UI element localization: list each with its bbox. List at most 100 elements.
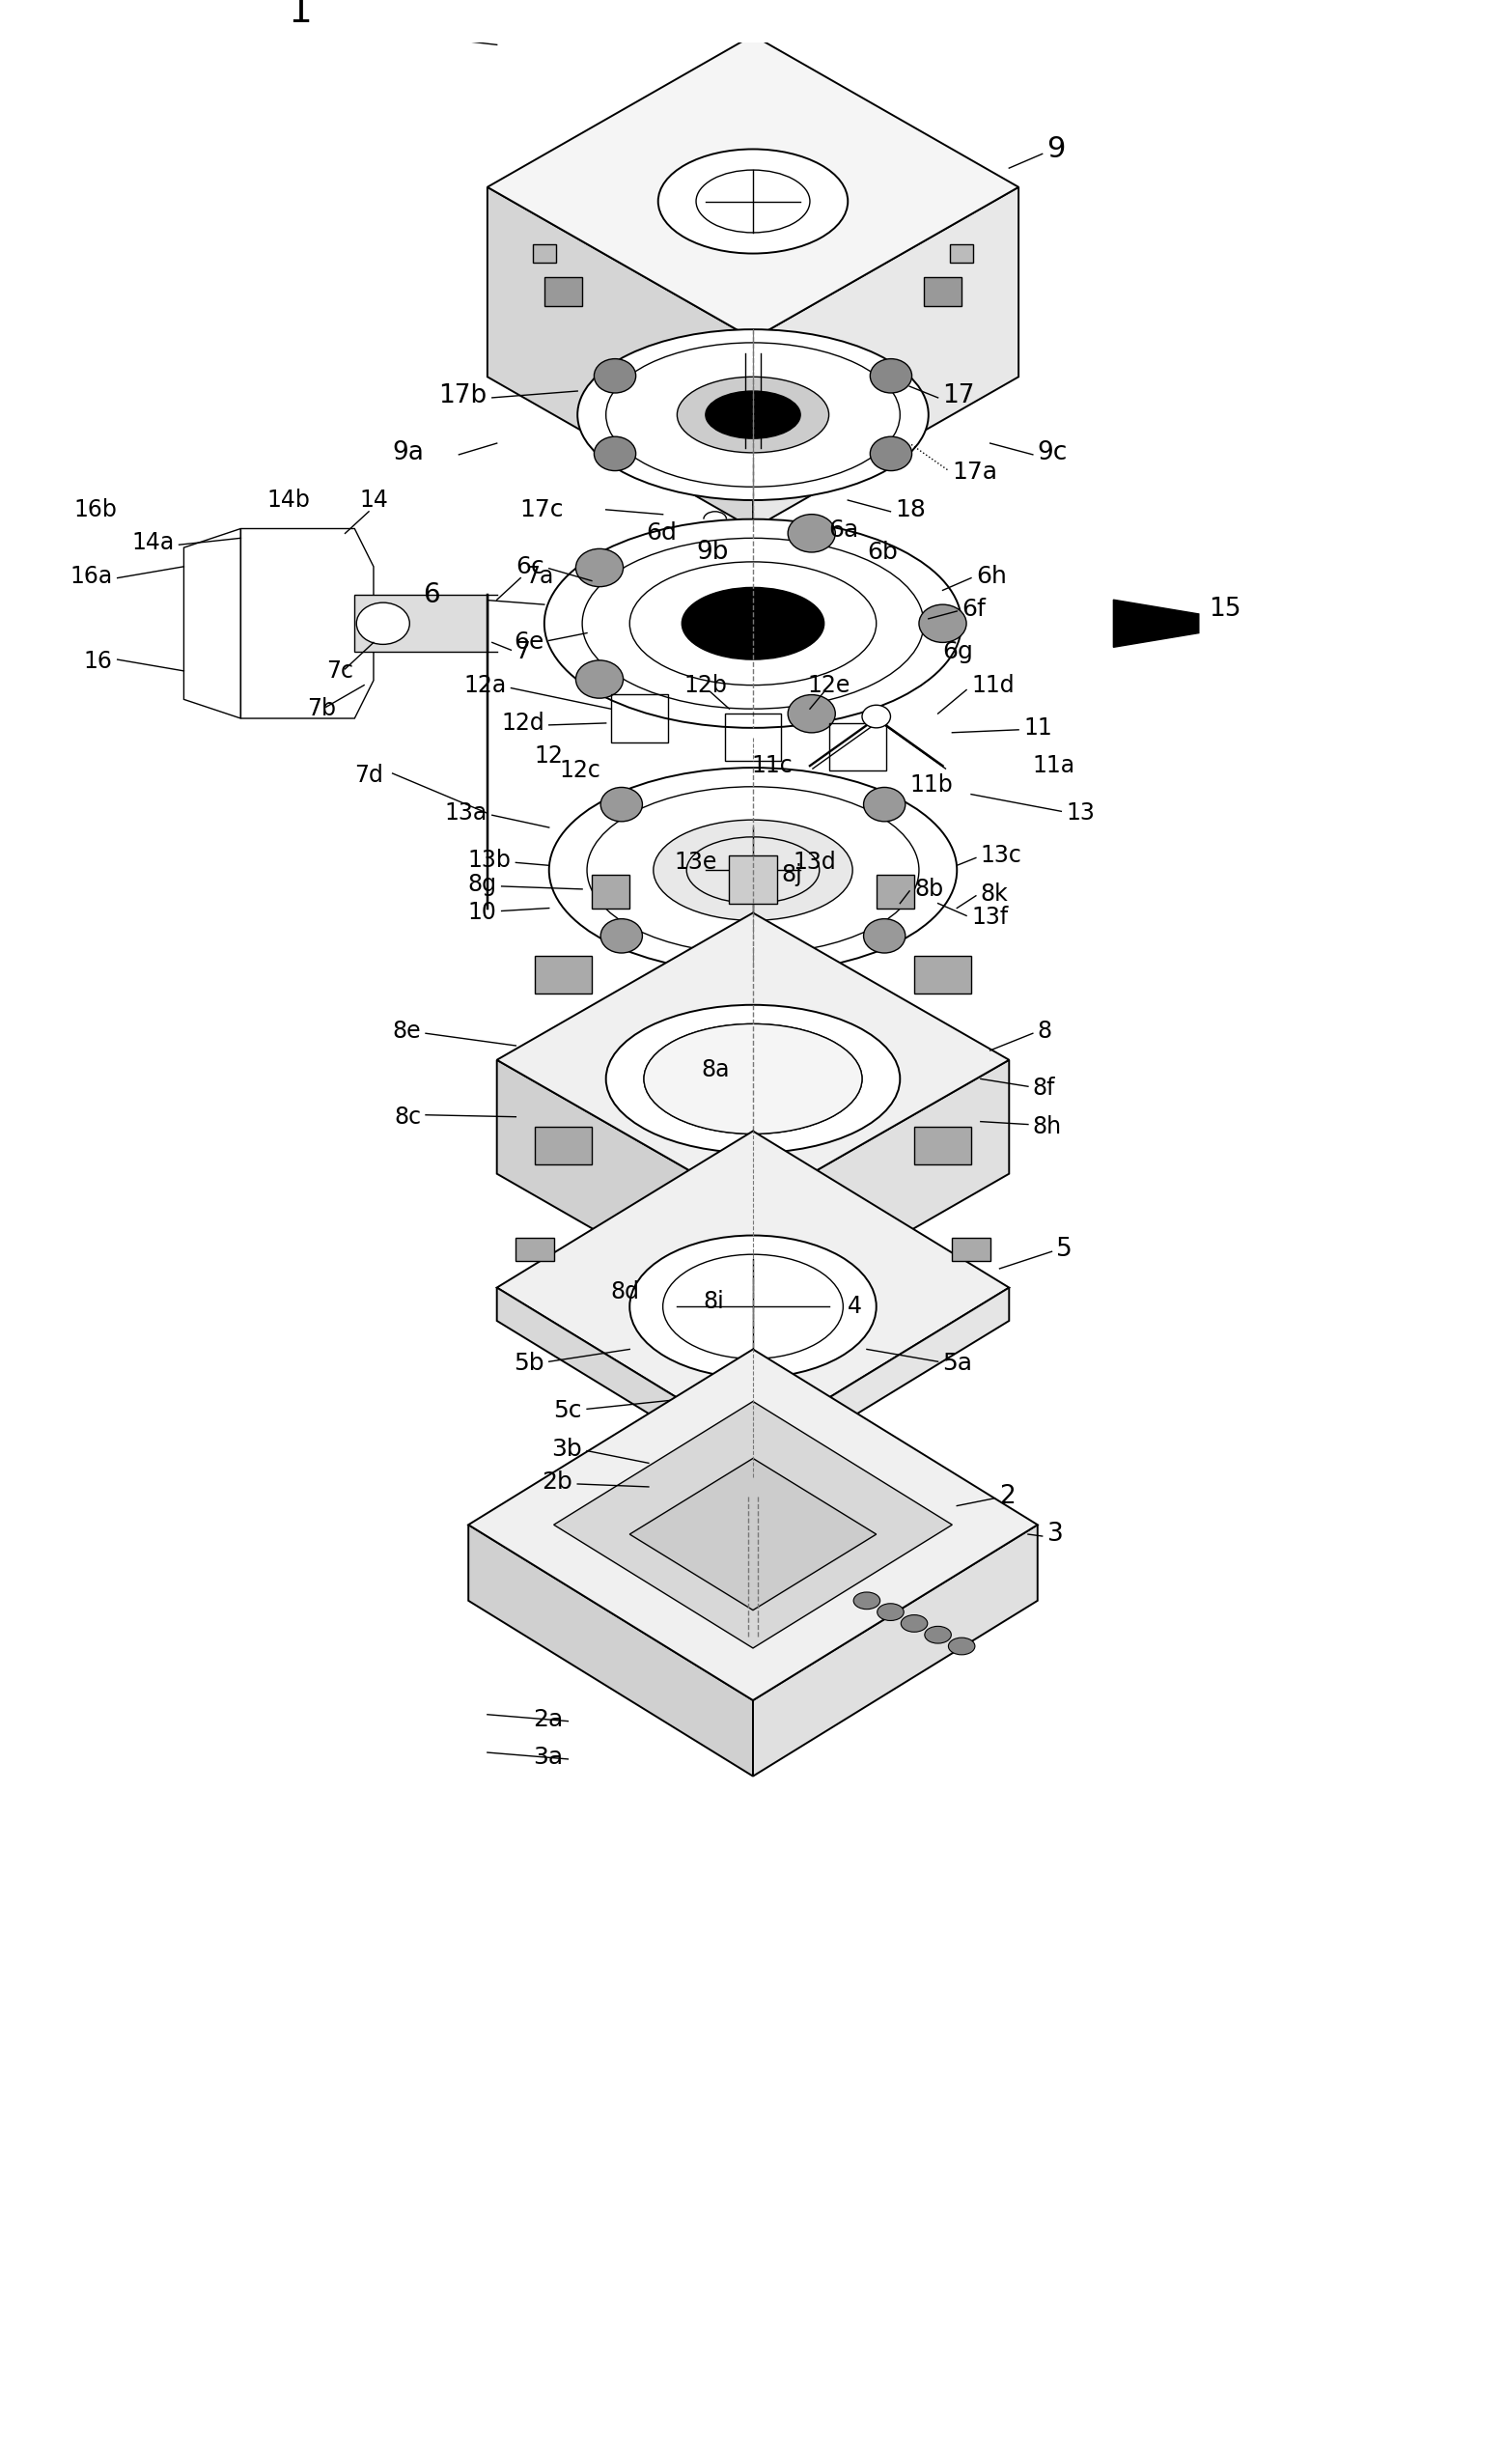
Text: 12b: 12b bbox=[683, 673, 727, 697]
Ellipse shape bbox=[864, 788, 906, 821]
Ellipse shape bbox=[644, 1025, 862, 1133]
Ellipse shape bbox=[594, 436, 635, 471]
Polygon shape bbox=[497, 1289, 752, 1478]
Text: 7d: 7d bbox=[355, 764, 384, 786]
Text: 12e: 12e bbox=[808, 673, 850, 697]
Text: 15: 15 bbox=[1209, 596, 1240, 621]
Text: 7a: 7a bbox=[525, 564, 554, 586]
Text: 3: 3 bbox=[1047, 1523, 1063, 1547]
Ellipse shape bbox=[870, 360, 912, 392]
Polygon shape bbox=[752, 1289, 1008, 1478]
Text: 11a: 11a bbox=[1032, 754, 1076, 776]
Text: 5a: 5a bbox=[942, 1353, 972, 1375]
Text: 8f: 8f bbox=[1032, 1077, 1055, 1099]
Polygon shape bbox=[924, 278, 962, 306]
Polygon shape bbox=[772, 525, 801, 552]
Text: 6: 6 bbox=[423, 582, 439, 609]
Polygon shape bbox=[695, 525, 724, 552]
Text: 13e: 13e bbox=[674, 850, 718, 875]
Polygon shape bbox=[497, 1060, 752, 1321]
Ellipse shape bbox=[901, 1614, 927, 1631]
Ellipse shape bbox=[706, 392, 801, 439]
Text: 17c: 17c bbox=[519, 498, 563, 522]
Ellipse shape bbox=[607, 342, 900, 488]
Polygon shape bbox=[488, 187, 752, 530]
Text: 11c: 11c bbox=[751, 754, 793, 776]
Text: 6h: 6h bbox=[975, 564, 1007, 586]
Text: 13c: 13c bbox=[981, 845, 1022, 867]
Text: 17b: 17b bbox=[439, 384, 488, 409]
Ellipse shape bbox=[578, 330, 929, 500]
Text: 1: 1 bbox=[287, 0, 312, 30]
Ellipse shape bbox=[549, 769, 957, 973]
Text: 7b: 7b bbox=[307, 697, 336, 719]
Polygon shape bbox=[629, 1459, 876, 1609]
Ellipse shape bbox=[948, 1639, 975, 1656]
Ellipse shape bbox=[853, 1592, 880, 1609]
Text: 10: 10 bbox=[468, 902, 497, 924]
Polygon shape bbox=[534, 1126, 591, 1165]
Text: 13b: 13b bbox=[468, 850, 512, 872]
Text: 7: 7 bbox=[516, 641, 531, 663]
Text: 12: 12 bbox=[534, 744, 563, 769]
Text: 14: 14 bbox=[360, 488, 388, 513]
Polygon shape bbox=[497, 1131, 1008, 1444]
Text: 6e: 6e bbox=[515, 631, 545, 653]
Ellipse shape bbox=[920, 604, 966, 643]
Text: 3a: 3a bbox=[533, 1745, 563, 1769]
Text: 4: 4 bbox=[847, 1296, 862, 1318]
Polygon shape bbox=[488, 34, 1019, 340]
Text: 6b: 6b bbox=[867, 540, 897, 564]
Text: 11b: 11b bbox=[909, 774, 953, 796]
Polygon shape bbox=[876, 875, 914, 909]
Ellipse shape bbox=[600, 919, 643, 954]
Text: 18: 18 bbox=[895, 498, 926, 522]
Polygon shape bbox=[914, 1126, 971, 1165]
Ellipse shape bbox=[576, 549, 623, 586]
Ellipse shape bbox=[600, 788, 643, 821]
Text: 6c: 6c bbox=[516, 554, 545, 579]
Text: 14b: 14b bbox=[266, 488, 310, 513]
Text: 2b: 2b bbox=[542, 1471, 573, 1493]
Text: 11: 11 bbox=[1023, 717, 1052, 739]
Ellipse shape bbox=[607, 1005, 900, 1153]
Text: 16b: 16b bbox=[74, 498, 117, 522]
Text: 16: 16 bbox=[84, 650, 113, 673]
Polygon shape bbox=[591, 875, 629, 909]
Text: 7c: 7c bbox=[327, 660, 354, 683]
Text: 2: 2 bbox=[999, 1483, 1016, 1508]
Text: 9a: 9a bbox=[393, 441, 424, 466]
Polygon shape bbox=[355, 594, 488, 653]
Text: 5: 5 bbox=[1057, 1237, 1073, 1262]
Ellipse shape bbox=[629, 562, 876, 685]
Ellipse shape bbox=[576, 660, 623, 697]
Ellipse shape bbox=[587, 786, 920, 954]
Text: 13f: 13f bbox=[971, 907, 1008, 929]
Text: 17: 17 bbox=[942, 384, 975, 409]
Text: 9b: 9b bbox=[695, 540, 728, 564]
Text: 8: 8 bbox=[1037, 1020, 1052, 1042]
Ellipse shape bbox=[682, 586, 825, 660]
Text: 12c: 12c bbox=[560, 759, 600, 781]
Polygon shape bbox=[468, 1350, 1037, 1700]
Text: 14a: 14a bbox=[131, 532, 175, 554]
Ellipse shape bbox=[924, 1626, 951, 1643]
Ellipse shape bbox=[877, 1604, 905, 1621]
Text: 9c: 9c bbox=[1037, 441, 1069, 466]
Polygon shape bbox=[752, 1060, 1008, 1321]
Text: 11d: 11d bbox=[971, 673, 1014, 697]
Ellipse shape bbox=[789, 695, 835, 732]
Text: 6d: 6d bbox=[646, 522, 677, 545]
Text: 8c: 8c bbox=[394, 1106, 421, 1129]
Ellipse shape bbox=[545, 520, 962, 727]
Polygon shape bbox=[953, 1239, 990, 1262]
Polygon shape bbox=[533, 244, 555, 264]
Text: 17a: 17a bbox=[953, 461, 998, 483]
Text: 13a: 13a bbox=[444, 801, 488, 825]
Polygon shape bbox=[497, 912, 1008, 1207]
Text: 6f: 6f bbox=[962, 599, 986, 621]
Text: 8b: 8b bbox=[914, 877, 944, 902]
Polygon shape bbox=[1114, 599, 1199, 648]
Text: 5b: 5b bbox=[513, 1353, 545, 1375]
Text: 12d: 12d bbox=[501, 712, 545, 734]
